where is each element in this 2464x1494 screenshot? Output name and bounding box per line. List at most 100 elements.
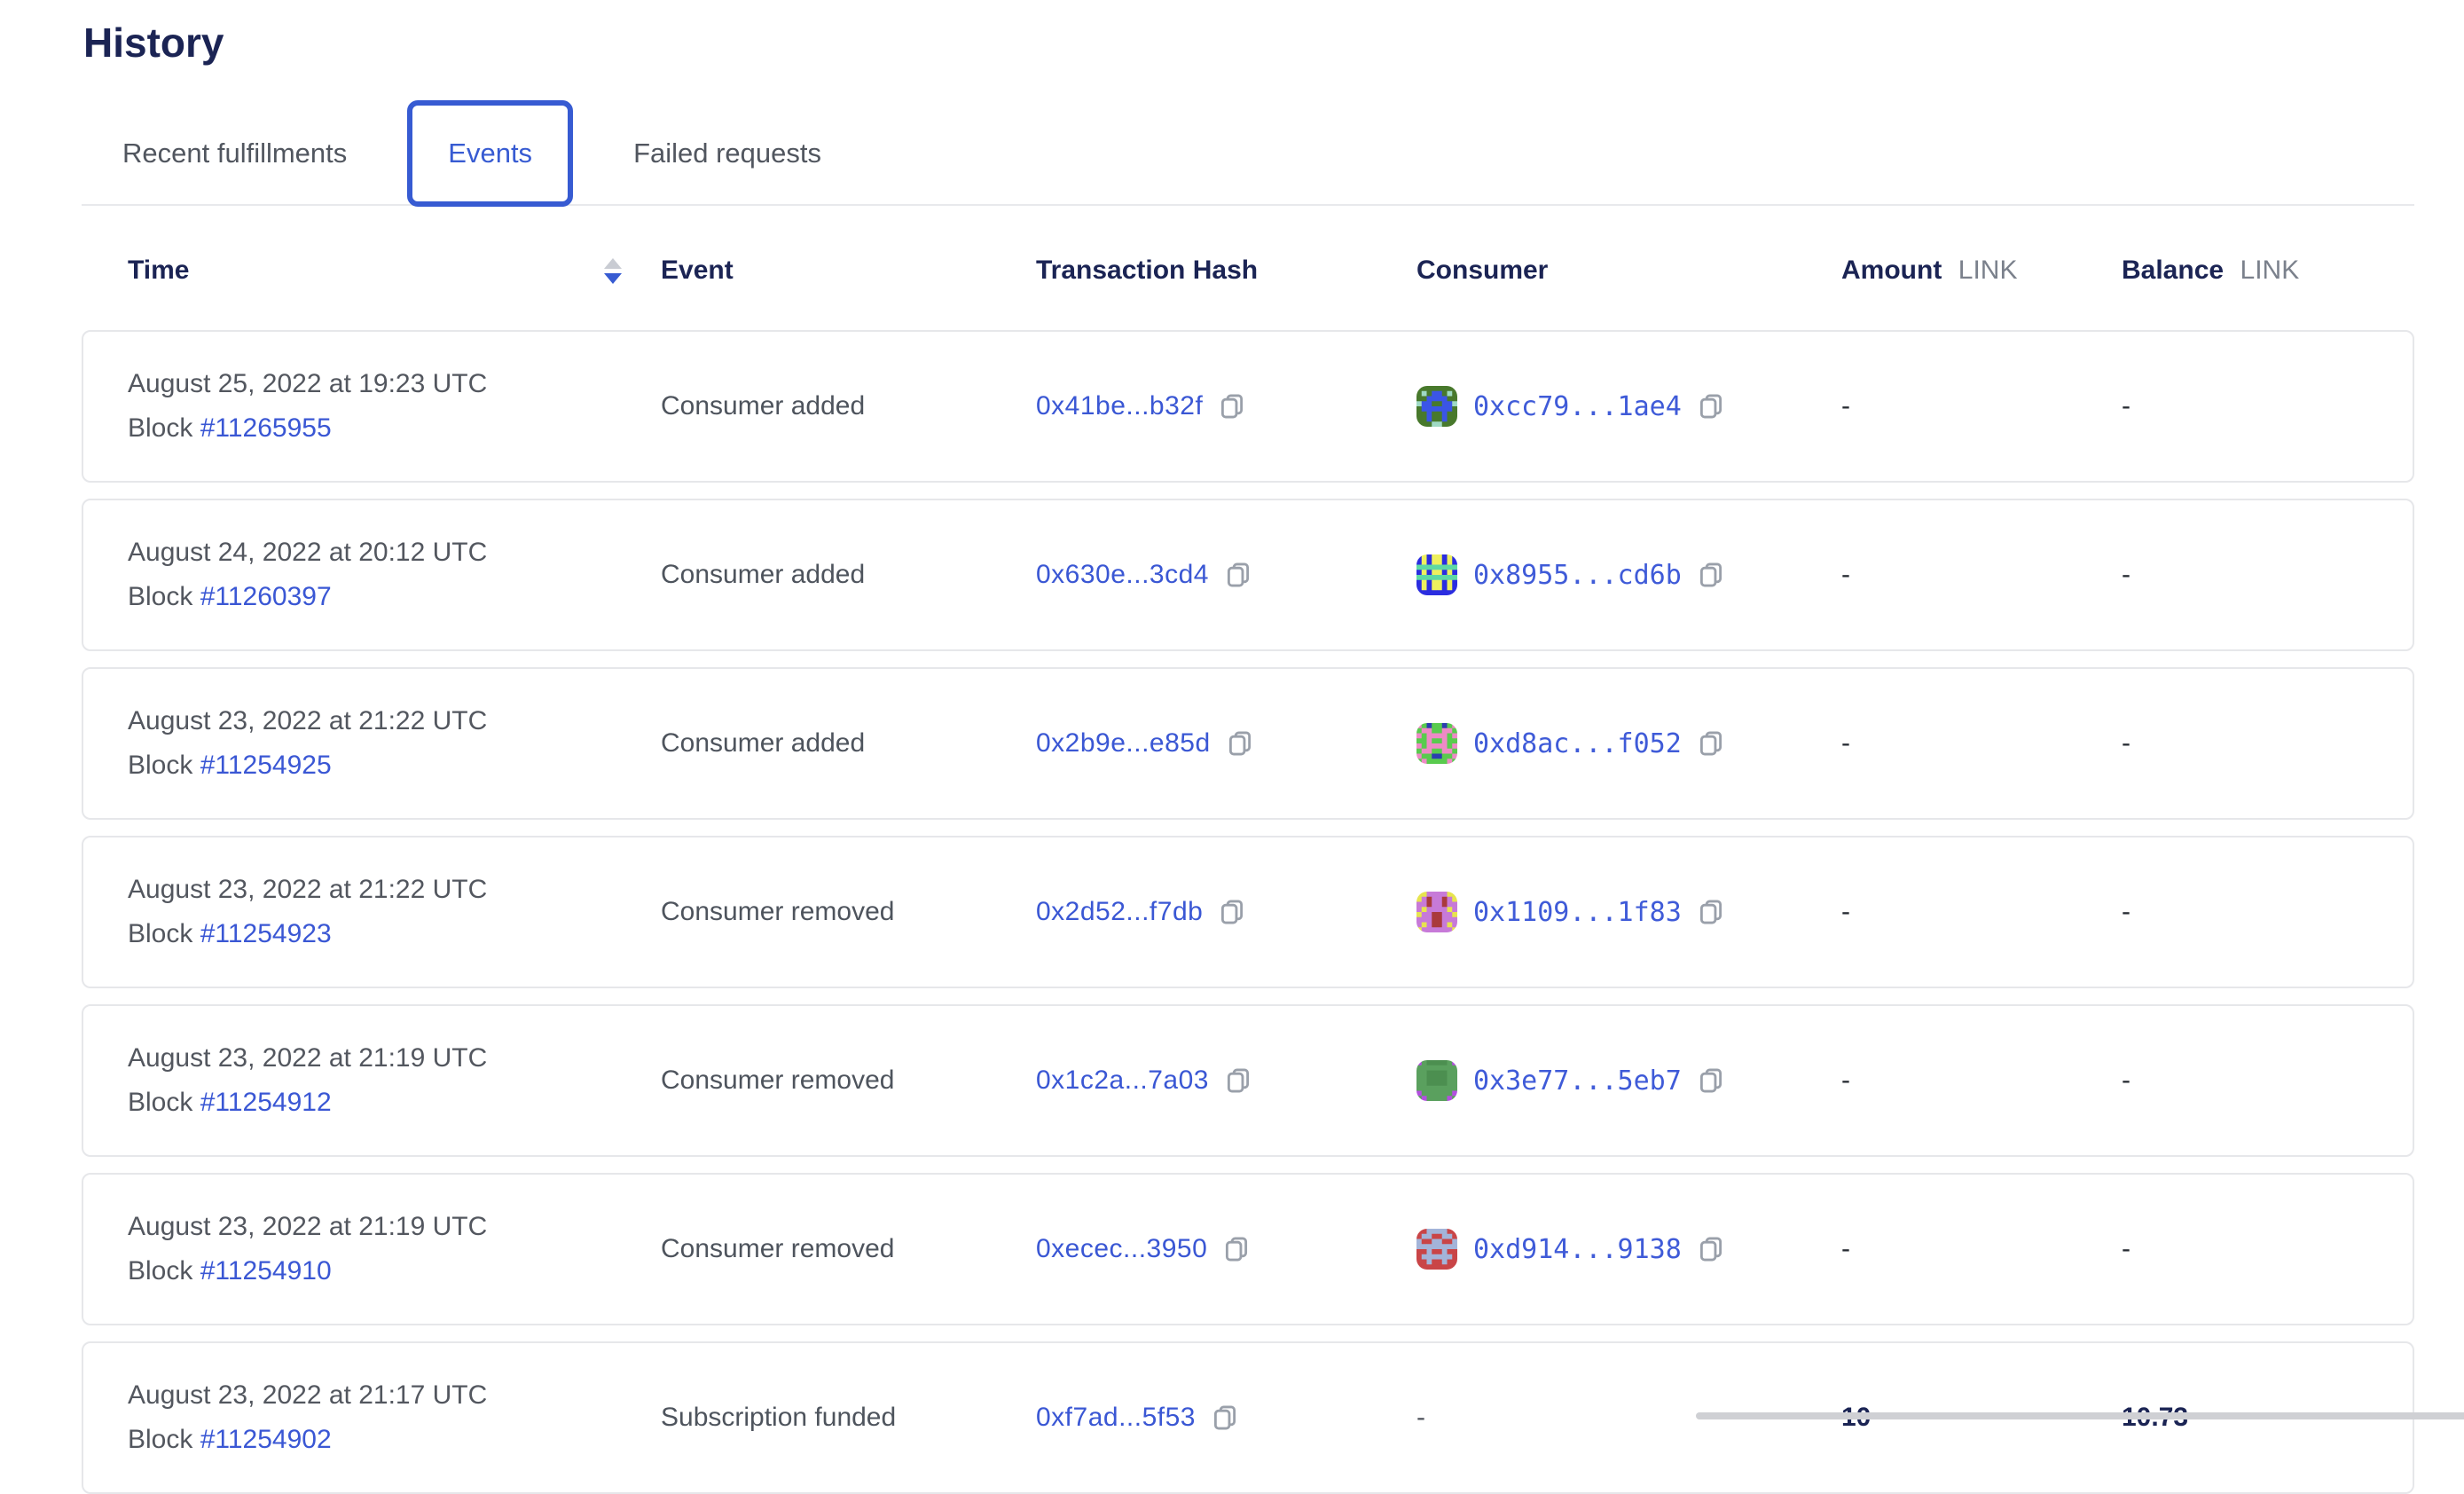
- amount-unit-label: LINK: [1958, 256, 2018, 285]
- tx-hash-link[interactable]: 0x630e...3cd4: [1036, 560, 1209, 589]
- tx-hash-cell: 0x41be...b32f: [1036, 391, 1416, 421]
- amount-cell: -: [1841, 560, 2122, 590]
- consumer-address-link[interactable]: 0x8955...cd6b: [1473, 559, 1682, 591]
- event-cell: Consumer removed: [661, 1234, 1036, 1264]
- consumer-address-link[interactable]: 0x1109...1f83: [1473, 896, 1682, 928]
- event-label: Consumer added: [661, 560, 866, 589]
- block-link[interactable]: #11265955: [200, 413, 332, 443]
- consumer-copy-button[interactable]: [1696, 560, 1726, 590]
- block-link[interactable]: #11260397: [200, 582, 332, 611]
- copy-icon: [1226, 1237, 1248, 1262]
- time-cell: August 23, 2022 at 21:19 UTC Block #1125…: [83, 1210, 661, 1288]
- consumer-avatar-pixels: [1416, 723, 1457, 764]
- tx-copy-button[interactable]: [1221, 1234, 1252, 1264]
- tx-hash-link[interactable]: 0xecec...3950: [1036, 1234, 1208, 1263]
- tx-hash-link[interactable]: 0x41be...b32f: [1036, 391, 1204, 421]
- consumer-empty-value: -: [1416, 1403, 1425, 1432]
- tab-events[interactable]: Events: [407, 100, 574, 207]
- tx-copy-button[interactable]: [1225, 728, 1255, 759]
- amount-cell: -: [1841, 897, 2122, 927]
- event-label: Consumer added: [661, 391, 866, 421]
- amount-value: -: [1841, 897, 1850, 926]
- block-link[interactable]: #11254902: [200, 1425, 332, 1454]
- amount-cell: -: [1841, 391, 2122, 421]
- consumer-copy-button[interactable]: [1696, 1065, 1726, 1096]
- consumer-address-link[interactable]: 0x3e77...5eb7: [1473, 1065, 1682, 1097]
- consumer-avatar-pixels: [1416, 554, 1457, 595]
- tx-hash-wrap: 0xf7ad...5f53: [1036, 1403, 1416, 1433]
- block-link[interactable]: #11254912: [200, 1088, 332, 1117]
- copy-icon: [1699, 900, 1722, 924]
- block-link[interactable]: #11254910: [200, 1256, 332, 1286]
- consumer-wrap: 0x8955...cd6b: [1416, 554, 1841, 595]
- block-link[interactable]: #11254925: [200, 751, 332, 780]
- tx-copy-button[interactable]: [1217, 391, 1247, 421]
- table-row: August 23, 2022 at 21:22 UTC Block #1125…: [82, 667, 2414, 820]
- amount-value: -: [1841, 1234, 1850, 1263]
- consumer-copy-button[interactable]: [1696, 1234, 1726, 1264]
- row-timestamp: August 23, 2022 at 21:17 UTC: [128, 1380, 488, 1410]
- tx-hash-link[interactable]: 0xf7ad...5f53: [1036, 1403, 1196, 1432]
- event-label: Consumer removed: [661, 897, 895, 926]
- tab-recent-fulfillments[interactable]: Recent fulfillments: [122, 138, 348, 169]
- column-header-tx-hash: Transaction Hash: [1036, 256, 1416, 286]
- row-block-line: Block #11260397: [128, 580, 661, 614]
- consumer-avatar-pixels: [1416, 1060, 1457, 1101]
- table-row: August 24, 2022 at 20:12 UTC Block #1126…: [82, 499, 2414, 651]
- balance-header-label: Balance: [2122, 256, 2225, 285]
- consumer-copy-button[interactable]: [1696, 728, 1726, 759]
- sort-down-arrow-icon: [604, 272, 622, 284]
- tx-hash-link[interactable]: 0x2d52...f7db: [1036, 897, 1204, 926]
- block-link[interactable]: #11254923: [200, 919, 332, 948]
- horizontal-scrollbar-thumb[interactable]: [1696, 1412, 2464, 1419]
- column-header-event: Event: [661, 256, 1036, 286]
- consumer-wrap: 0xd914...9138: [1416, 1229, 1841, 1270]
- consumer-copy-button[interactable]: [1696, 897, 1726, 927]
- consumer-address-link[interactable]: 0xd8ac...f052: [1473, 727, 1682, 759]
- tx-hash-cell: 0x2b9e...e85d: [1036, 728, 1416, 759]
- consumer-address-link[interactable]: 0xcc79...1ae4: [1473, 390, 1682, 422]
- row-timestamp: August 23, 2022 at 21:19 UTC: [128, 1043, 488, 1073]
- block-label: Block: [128, 1256, 200, 1286]
- consumer-avatar: [1416, 554, 1457, 595]
- consumer-wrap: 0x3e77...5eb7: [1416, 1060, 1841, 1101]
- amount-header-label: Amount: [1841, 256, 1942, 285]
- consumer-copy-button[interactable]: [1696, 391, 1726, 421]
- time-cell: August 23, 2022 at 21:22 UTC Block #1125…: [83, 704, 661, 782]
- table-row: August 23, 2022 at 21:19 UTC Block #1125…: [82, 1173, 2414, 1325]
- row-block-line: Block #11254925: [128, 749, 661, 782]
- event-cell: Consumer added: [661, 391, 1036, 421]
- tx-hash-link[interactable]: 0x1c2a...7a03: [1036, 1065, 1209, 1095]
- consumer-cell: -: [1416, 1403, 1841, 1433]
- consumer-wrap: -: [1416, 1403, 1841, 1433]
- tx-hash-link[interactable]: 0x2b9e...e85d: [1036, 728, 1211, 758]
- balance-cell: -: [2122, 1065, 2413, 1096]
- table-header: Time Event Transaction Hash Consumer Amo…: [83, 220, 2414, 318]
- event-cell: Subscription funded: [661, 1403, 1036, 1433]
- tx-hash-cell: 0x630e...3cd4: [1036, 560, 1416, 590]
- tx-copy-button[interactable]: [1210, 1403, 1240, 1433]
- column-header-time: Time: [83, 256, 661, 286]
- sort-descending-icon[interactable]: [604, 257, 622, 284]
- tx-copy-button[interactable]: [1217, 897, 1247, 927]
- consumer-cell: 0xcc79...1ae4: [1416, 386, 1841, 427]
- consumer-wrap: 0xd8ac...f052: [1416, 723, 1841, 764]
- copy-icon: [1221, 900, 1244, 924]
- row-timestamp: August 25, 2022 at 19:23 UTC: [128, 369, 488, 398]
- tx-copy-button[interactable]: [1223, 560, 1253, 590]
- copy-icon: [1699, 562, 1722, 587]
- block-label: Block: [128, 1088, 200, 1117]
- event-cell: Consumer removed: [661, 1065, 1036, 1096]
- table-row: August 23, 2022 at 21:19 UTC Block #1125…: [82, 1004, 2414, 1157]
- tx-hash-wrap: 0x2b9e...e85d: [1036, 728, 1416, 759]
- column-header-amount: Amount LINK: [1841, 256, 2122, 286]
- consumer-cell: 0xd914...9138: [1416, 1229, 1841, 1270]
- tab-failed-requests[interactable]: Failed requests: [633, 138, 822, 169]
- consumer-address-link[interactable]: 0xd914...9138: [1473, 1233, 1682, 1265]
- row-timestamp: August 23, 2022 at 21:22 UTC: [128, 875, 488, 904]
- column-header-balance: Balance LINK: [2122, 256, 2414, 286]
- event-header-label: Event: [661, 256, 734, 285]
- tx-copy-button[interactable]: [1223, 1065, 1253, 1096]
- page-title: History: [83, 20, 224, 66]
